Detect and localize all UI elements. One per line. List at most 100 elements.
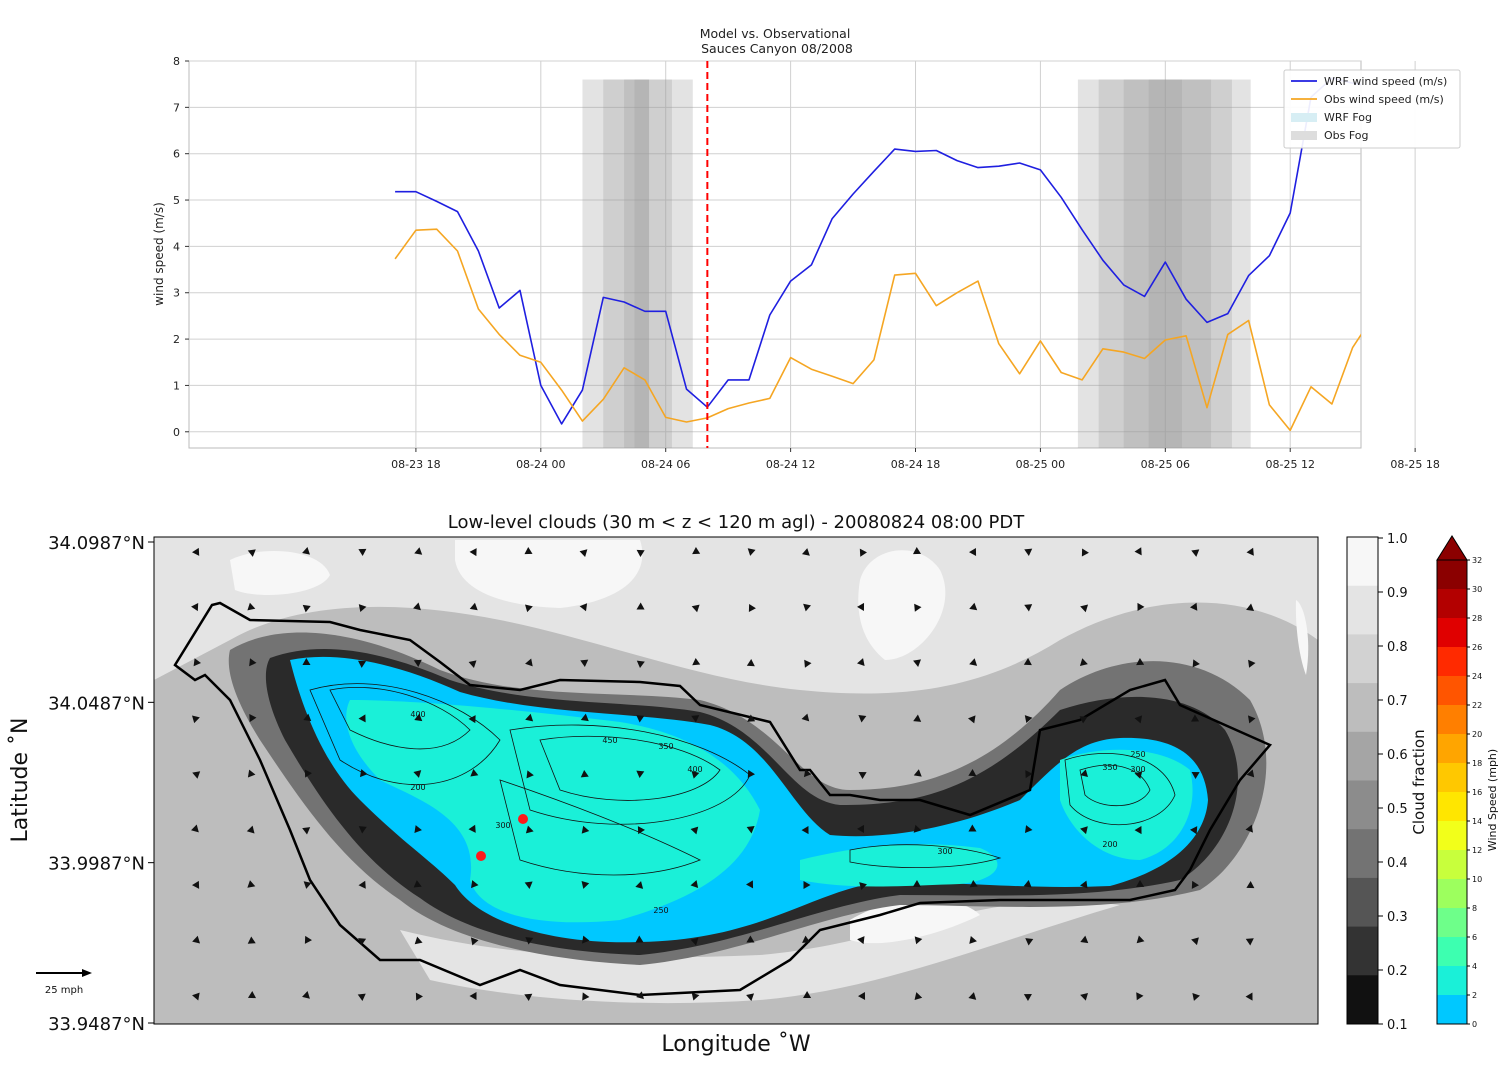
cloud-region-white-bottom (850, 898, 980, 944)
y-tick-label: 3 (173, 287, 180, 300)
wind-vector-arrow (1246, 769, 1255, 778)
wind-colorbar-tick-label: 16 (1472, 788, 1482, 797)
wind-vector-arrow (859, 548, 867, 557)
wind-vector-arrow (1136, 658, 1145, 666)
contour-label: 200 (410, 783, 425, 792)
cloud-region-white-top-3 (858, 550, 946, 660)
wind-colorbar-segment (1437, 908, 1467, 938)
wind-colorbar-tick-label: 20 (1472, 730, 1482, 739)
wind-vector-arrow (858, 715, 867, 723)
wind-vector-arrow (471, 880, 479, 889)
wind-colorbar-segment (1437, 763, 1467, 793)
cloud-colorbar-tick-label: 0.6 (1387, 748, 1408, 763)
wind-vector-arrow (581, 825, 590, 834)
wind-vector-arrow (968, 992, 977, 1000)
wind-vector-arrow (636, 660, 645, 668)
wind-vector-arrow (247, 991, 257, 999)
wind-colorbar-segment (1437, 937, 1467, 967)
wind-vector-arrow (1245, 824, 1253, 833)
wind-vector-arrow (746, 659, 755, 667)
wind-vector-arrow (581, 880, 590, 889)
wind-vector-arrow (413, 659, 422, 667)
wind-vector-arrow (302, 991, 310, 999)
wind-vector-arrow (358, 660, 367, 668)
wind-vector-arrow (193, 658, 201, 667)
fog-span (634, 79, 650, 448)
wind-vector-arrow (636, 770, 645, 778)
x-tick-label: 08-25 00 (1016, 458, 1065, 471)
wind-vector-arrow (691, 770, 700, 779)
wind-vector-arrow (1080, 935, 1089, 944)
wind-vector-arrow (802, 548, 810, 556)
wind-vector-arrow (192, 880, 200, 889)
wind-vector-arrow (691, 715, 700, 723)
island-coastline (173, 601, 1273, 997)
wind-vector-arrow (247, 936, 256, 944)
wind-vector-arrow (1079, 716, 1088, 724)
wind-colorbar-segment (1437, 792, 1467, 822)
wind-colorbar-tick-label: 22 (1472, 701, 1482, 710)
wind-colorbar-tick-label: 14 (1472, 817, 1482, 826)
contour-label: 400 (410, 710, 425, 719)
wind-vector-arrow (1245, 992, 1253, 1001)
x-tick-label: 08-25 18 (1390, 458, 1439, 471)
y-tick-label: 2 (173, 333, 180, 346)
station-marker (518, 814, 528, 824)
wind-colorbar-tick-label: 26 (1472, 643, 1482, 652)
wind-vector-arrow (524, 547, 533, 555)
wind-vector-arrow (801, 713, 810, 722)
wind-vector-arrow (1192, 659, 1200, 668)
wind-vector-arrow (746, 935, 755, 943)
wind-vector-arrow (803, 991, 812, 998)
wind-vector-arrow (414, 713, 423, 722)
wind-vector-arrow (1192, 992, 1200, 1001)
wind-vector-arrow (858, 771, 867, 779)
wind-vector-arrow (1191, 714, 1200, 722)
wind-vector-arrow (913, 769, 922, 777)
wind-vector-arrow (192, 547, 200, 556)
x-tick-label: 08-24 00 (516, 458, 565, 471)
legend-swatch (1291, 113, 1317, 122)
wind-colorbar-tick-label: 18 (1472, 759, 1482, 768)
wind-colorbar-segment (1437, 676, 1467, 706)
wind-vector-arrow (913, 659, 921, 667)
wind-speed-region-mid-2 (800, 844, 998, 887)
wind-vector-arrow (468, 824, 476, 833)
y-tick-label: 8 (173, 55, 180, 68)
cloud-colorbar-segment (1347, 585, 1378, 635)
wind-vector-arrow (969, 880, 978, 888)
wind-vector-arrow (913, 824, 922, 833)
contour-label: 300 (495, 821, 510, 830)
contour-label: 300 (1130, 765, 1145, 774)
y-tick-label: 4 (173, 240, 180, 253)
wind-vector-arrow (413, 880, 422, 888)
map-area: 450 400 350 400 200 300 250 300 250 350 200 300 (154, 537, 1318, 1024)
wind-vector-arrow (191, 824, 199, 833)
wind-vector-arrow (524, 881, 533, 889)
wind-vector-arrow (1246, 603, 1255, 612)
wind-vector-arrow (414, 547, 423, 555)
wind-vector-arrow (1191, 549, 1200, 557)
cloud-region-white-top-2 (455, 540, 643, 608)
cloud-colorbar-segment (1347, 877, 1378, 928)
wind-vector-arrow (582, 992, 590, 1001)
legend-label: WRF Fog (1324, 111, 1372, 124)
wind-vector-arrow (249, 658, 257, 667)
y-tick-label: 6 (173, 148, 180, 161)
wind-vector-arrow (1080, 604, 1089, 613)
wind-vector-arrow (803, 603, 811, 612)
cloud-fraction-colorbar: 1.0 0.9 0.8 0.7 0.6 0.5 0.4 0.3 0.2 0.1 Cloud fra… (1346, 532, 1428, 1033)
wind-colorbar-tick-label: 10 (1472, 875, 1482, 884)
wind-vector-arrow (358, 548, 367, 556)
wind-vector-arrow (468, 660, 477, 668)
wind-colorbar-tick-label: 0 (1472, 1020, 1477, 1029)
wind-vector-arrow (803, 769, 812, 778)
wind-colorbar-segment (1437, 589, 1467, 619)
wind-vector-arrow (1080, 880, 1088, 889)
wind-colorbar-tick-label: 4 (1472, 962, 1477, 971)
wind-vector-arrow (969, 936, 977, 944)
wind-vector-arrow (1136, 880, 1145, 888)
wind-vector-arrow (192, 992, 200, 1001)
legend-label: WRF wind speed (m/s) (1324, 75, 1447, 88)
wind-vector-arrow (1080, 826, 1088, 835)
